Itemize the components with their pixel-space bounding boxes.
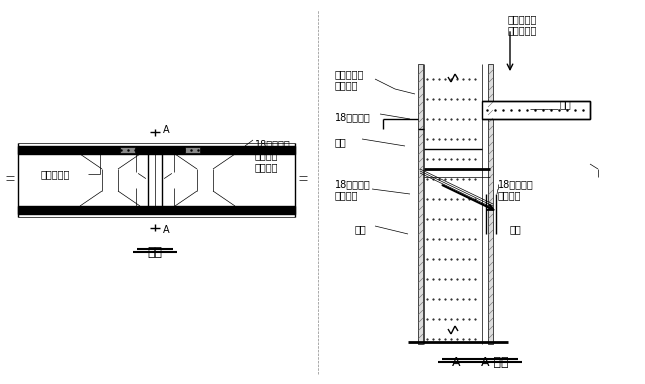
Text: 18厚多层板
外封油沈: 18厚多层板 外封油沈 (498, 179, 534, 200)
Bar (418, 64, 423, 344)
Bar (488, 64, 493, 344)
Text: 18厚多层板: 18厚多层板 (335, 112, 371, 122)
Bar (18, 146, 295, 154)
Bar (482, 101, 590, 119)
Text: A: A (163, 125, 170, 135)
Text: 封塑料布抚
防水砂浆: 封塑料布抚 防水砂浆 (335, 69, 364, 91)
Bar (110, 207, 205, 213)
Bar (185, 147, 200, 153)
Text: 18厚多层板
外封油沈: 18厚多层板 外封油沈 (335, 179, 371, 200)
Text: 平面: 平面 (148, 246, 163, 259)
Text: A — A 剑面: A — A 剑面 (451, 356, 508, 369)
Bar (120, 147, 135, 153)
Text: A: A (163, 225, 170, 235)
Text: 楼板: 楼板 (560, 99, 571, 109)
Text: 施工水、杂
物掉落方向: 施工水、杂 物掉落方向 (508, 14, 537, 36)
Text: 木方: 木方 (335, 137, 347, 147)
Text: 木方: 木方 (510, 224, 522, 234)
Text: 外墙后浇带: 外墙后浇带 (40, 169, 70, 179)
Bar (18, 206, 295, 214)
Text: 木方: 木方 (355, 224, 367, 234)
Text: 18厚多层板
外封油沈
木方坠块: 18厚多层板 外封油沈 木方坠块 (255, 139, 291, 172)
